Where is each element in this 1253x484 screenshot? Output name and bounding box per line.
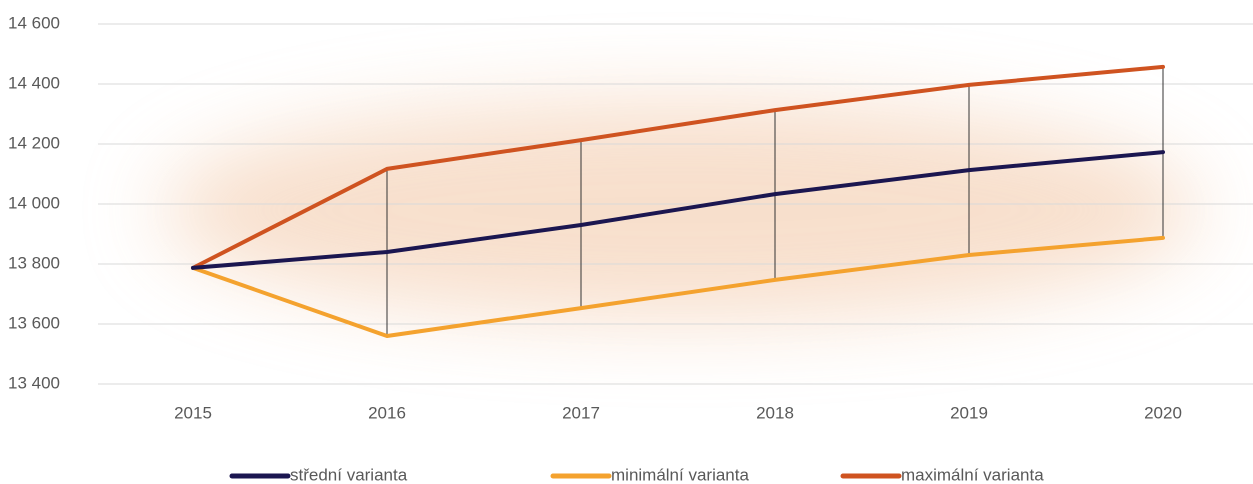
series-line: [191, 150, 1165, 270]
x-tick-label: 2019: [950, 403, 988, 422]
x-tick-label: 2020: [1144, 403, 1182, 422]
x-tick-label: 2015: [174, 403, 212, 422]
y-tick-label: 14 000: [8, 193, 60, 212]
y-tick-label: 14 600: [8, 13, 60, 32]
y-tick-label: 13 800: [8, 253, 60, 272]
series-line: [191, 235, 1165, 338]
legend-label: maximální varianta: [901, 465, 1044, 484]
series-line: [191, 64, 1165, 270]
y-tick-label: 13 400: [8, 373, 60, 392]
legend-label: minimální varianta: [611, 465, 749, 484]
y-tick-label: 14 400: [8, 73, 60, 92]
legend-label: střední varianta: [290, 465, 408, 484]
y-tick-label: 14 200: [8, 133, 60, 152]
x-tick-label: 2017: [562, 403, 600, 422]
x-tick-label: 2016: [368, 403, 406, 422]
y-tick-label: 13 600: [8, 313, 60, 332]
x-tick-label: 2018: [756, 403, 794, 422]
